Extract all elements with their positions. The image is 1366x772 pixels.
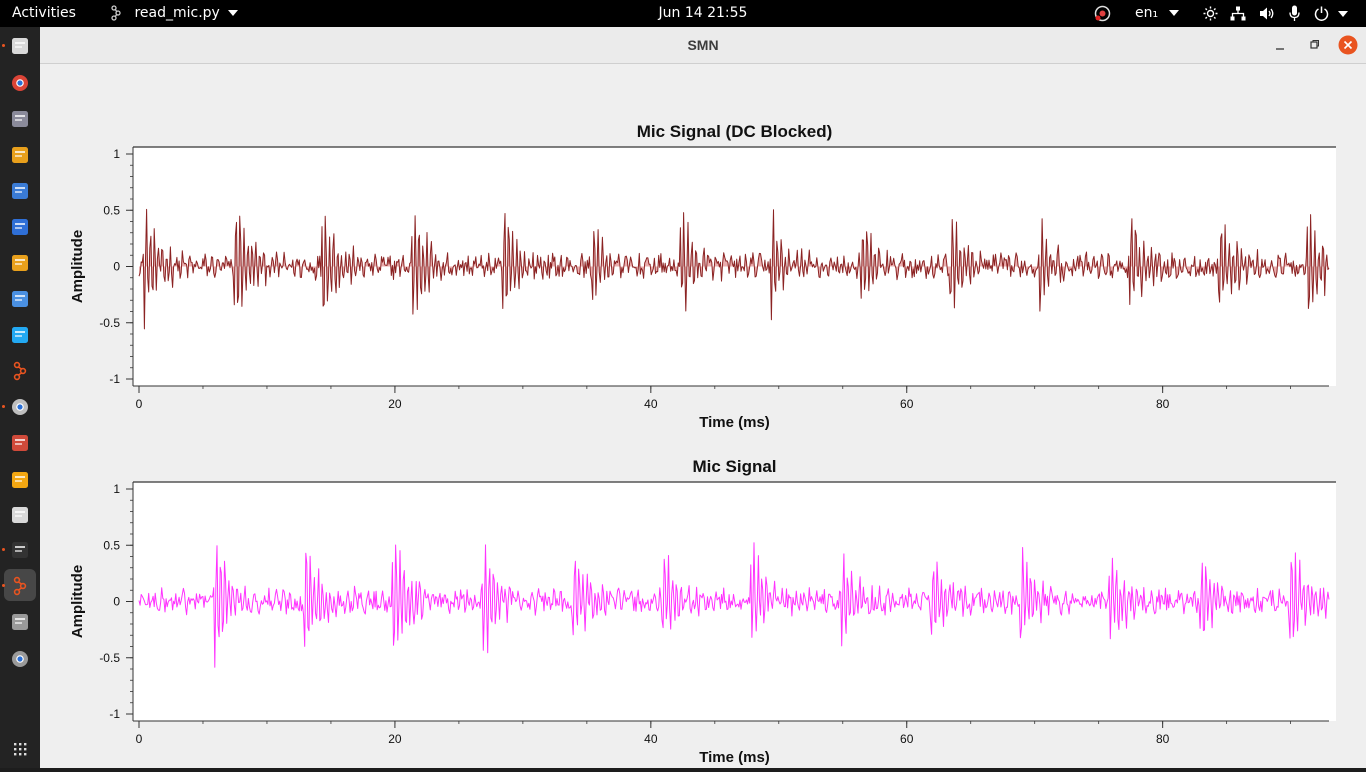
gnuradio-active-icon[interactable] — [9, 575, 31, 597]
running-indicator — [2, 405, 5, 408]
close-button[interactable] — [1338, 35, 1358, 55]
y-tick-label: 0.5 — [103, 538, 120, 552]
document-icon[interactable] — [9, 216, 31, 238]
y-tick-label: -1 — [109, 372, 120, 386]
files-icon[interactable] — [9, 35, 31, 57]
x-tick-label: 80 — [1156, 397, 1170, 411]
window-titlebar[interactable]: SMN — [40, 27, 1366, 64]
plots-area: Mic Signal (DC Blocked) Time (ms) Amplitud… — [40, 64, 1366, 768]
clock[interactable]: Jun 14 21:55 — [658, 5, 748, 21]
y-tick-label: -0.5 — [99, 316, 120, 330]
window-title: SMN — [687, 37, 719, 53]
minimize-button[interactable] — [1270, 35, 1290, 55]
y-tick-label: 0.5 — [103, 203, 120, 217]
x-tick-label: 20 — [388, 732, 402, 746]
x-tick-label: 0 — [136, 732, 143, 746]
brightness-icon[interactable] — [1203, 6, 1218, 21]
y-tick-label: 1 — [113, 482, 120, 496]
chart-title: Mic Signal (DC Blocked) — [637, 122, 833, 141]
y-axis-label: Amplitude — [69, 565, 86, 638]
x-tick-label: 40 — [644, 732, 658, 746]
disc-icon[interactable] — [9, 648, 31, 670]
running-indicator — [2, 44, 5, 47]
x-tick-label: 20 — [388, 397, 402, 411]
network-icon[interactable] — [1230, 6, 1246, 21]
chevron-down-icon — [228, 10, 239, 16]
x-tick-label: 0 — [136, 397, 143, 411]
language-selector[interactable]: en₁ — [1135, 0, 1179, 27]
archive-icon[interactable] — [9, 144, 31, 166]
chevron-down-icon[interactable] — [1338, 11, 1348, 17]
power-icon[interactable] — [1314, 6, 1329, 21]
language-label: en₁ — [1135, 5, 1159, 21]
pdf-viewer-icon[interactable] — [9, 432, 31, 454]
show-apps-icon[interactable] — [9, 738, 31, 760]
calendar-icon[interactable] — [9, 180, 31, 202]
disk-utility-icon[interactable] — [9, 396, 31, 418]
activities-button[interactable]: Activities — [12, 5, 76, 21]
text-editor-icon[interactable] — [9, 288, 31, 310]
eclipse-icon[interactable] — [9, 469, 31, 491]
system-monitor-icon[interactable] — [9, 108, 31, 130]
running-indicator — [2, 548, 5, 551]
usb-drive-icon[interactable] — [9, 611, 31, 633]
y-axis-label: Amplitude — [69, 230, 86, 303]
volume-icon[interactable] — [1259, 6, 1275, 21]
x-tick-label: 60 — [900, 732, 914, 746]
x-tick-label: 60 — [900, 397, 914, 411]
top-bar: Activities read_mic.py Jun 14 21:55 en₁ — [0, 0, 1366, 27]
x-axis-label: Time (ms) — [699, 749, 770, 766]
x-tick-label: 40 — [644, 397, 658, 411]
signal-fill — [139, 209, 1329, 329]
x-axis-label: Time (ms) — [699, 414, 770, 431]
chrome-icon[interactable] — [9, 72, 31, 94]
dock — [0, 27, 40, 768]
vscode-icon[interactable] — [9, 324, 31, 346]
gnuradio-icon[interactable] — [9, 360, 31, 382]
y-tick-label: -1 — [109, 707, 120, 721]
plots-canvas: Mic Signal (DC Blocked) Time (ms) Amplitud… — [69, 122, 1336, 766]
flowgraph-icon[interactable] — [9, 504, 31, 526]
signal-line — [138, 542, 1330, 668]
app-window: SMN Mic Signal (DC Blocked) Time (ms) Ampl… — [40, 27, 1366, 768]
y-tick-label: -0.5 — [99, 651, 120, 665]
maximize-button[interactable] — [1304, 35, 1324, 55]
terminal-icon[interactable] — [9, 539, 31, 561]
y-tick-label: 0 — [113, 260, 120, 274]
slides-icon[interactable] — [9, 252, 31, 274]
chart-2: Mic Signal Time (ms) Amplitude 1 0.5 0 -0.5 -1 0… — [69, 457, 1336, 766]
app-menu-label: read_mic.py — [134, 5, 220, 21]
app-menu[interactable]: read_mic.py — [110, 0, 239, 27]
signal-line — [138, 208, 1330, 330]
chart-title: Mic Signal — [692, 457, 776, 476]
microphone-icon[interactable] — [1289, 5, 1300, 22]
chart-1: Mic Signal (DC Blocked) Time (ms) Amplitud… — [69, 122, 1336, 431]
gnuradio-small-icon — [110, 5, 124, 21]
x-tick-label: 80 — [1156, 732, 1170, 746]
running-indicator — [2, 584, 5, 587]
y-tick-label: 1 — [113, 147, 120, 161]
y-tick-label: 0 — [113, 595, 120, 609]
chevron-down-icon — [1168, 10, 1179, 16]
recording-indicator-icon[interactable] — [1094, 5, 1111, 22]
